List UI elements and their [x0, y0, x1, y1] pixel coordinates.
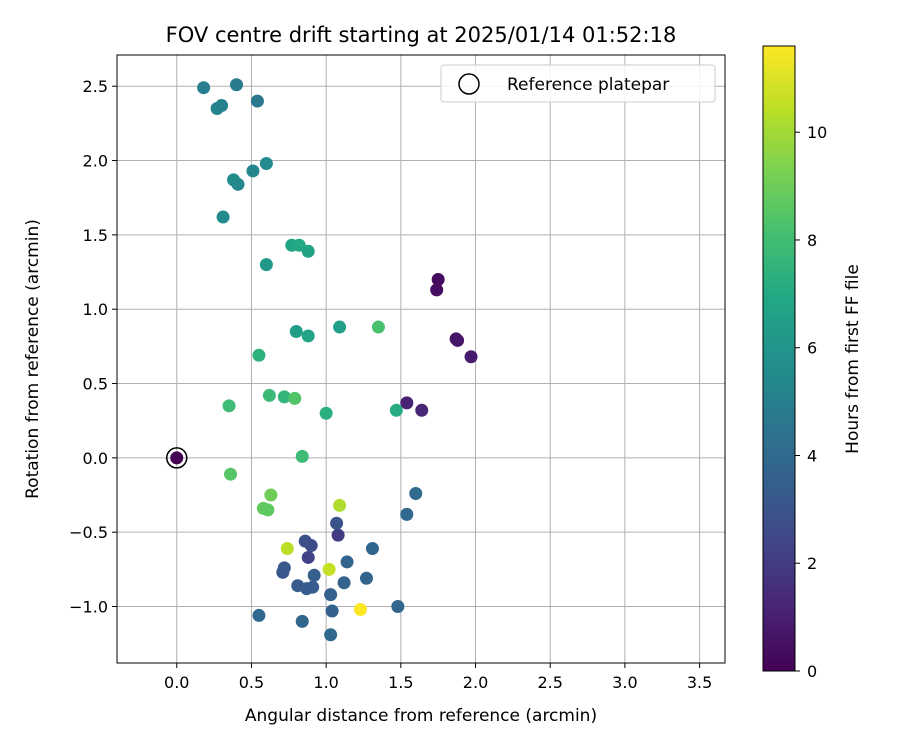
- y-tick-label: 2.5: [83, 77, 108, 96]
- data-point: [295, 449, 309, 463]
- data-point: [197, 81, 211, 95]
- data-point: [262, 388, 276, 402]
- data-point: [288, 391, 302, 405]
- data-point: [230, 78, 244, 92]
- data-point: [322, 562, 336, 576]
- data-point: [353, 602, 367, 616]
- data-point: [264, 488, 278, 502]
- x-tick-label: 2.5: [537, 673, 562, 692]
- legend-box: [440, 64, 716, 103]
- x-tick-label: 0.0: [164, 673, 189, 692]
- data-point: [301, 329, 315, 343]
- data-point: [301, 244, 315, 258]
- y-tick-label: 1.0: [83, 300, 108, 319]
- y-tick-label: −0.5: [69, 523, 108, 542]
- data-point: [210, 102, 224, 116]
- data-points: [166, 78, 478, 642]
- data-point: [216, 210, 230, 224]
- data-point: [333, 498, 347, 512]
- data-point: [415, 403, 429, 417]
- reference-marker: [166, 447, 188, 469]
- data-point: [301, 550, 315, 564]
- colorbar-tick-label: 4: [807, 446, 817, 465]
- data-point: [319, 406, 333, 420]
- x-tick-label: 1.0: [313, 673, 338, 692]
- data-point: [259, 258, 273, 272]
- data-point: [340, 555, 354, 569]
- x-tick-label: 3.5: [687, 673, 712, 692]
- data-point: [430, 283, 444, 297]
- y-axis-label: Rotation from reference (arcmin): [23, 219, 43, 499]
- data-point: [259, 157, 273, 171]
- colorbar: 0 2 4 6 8 10 Hours from first FF file: [762, 45, 863, 681]
- data-point: [400, 396, 414, 410]
- data-point: [337, 576, 351, 590]
- y-tick-label: 1.5: [83, 226, 108, 245]
- y-tick-label: 2.0: [83, 152, 108, 171]
- data-point: [280, 542, 294, 556]
- data-point: [231, 177, 245, 191]
- x-tick-label: 0.5: [239, 673, 264, 692]
- colorbar-tick-label: 2: [807, 554, 817, 573]
- x-tick-label: 3.0: [612, 673, 637, 692]
- data-point: [325, 604, 339, 618]
- data-point: [298, 534, 312, 548]
- legend-entry-reference: Reference platepar: [507, 75, 669, 95]
- data-point: [295, 614, 309, 628]
- data-point: [324, 588, 338, 602]
- data-point: [333, 320, 347, 334]
- colorbar-tick-label: 6: [807, 339, 817, 358]
- data-point: [431, 272, 445, 286]
- colorbar-ticks: 0 2 4 6 8 10: [795, 123, 827, 681]
- data-point: [246, 164, 260, 178]
- y-tick-label: 0.5: [83, 375, 108, 394]
- data-point: [409, 487, 423, 501]
- x-axis-ticks: 0.0 0.5 1.0 1.5 2.0 2.5 3.0 3.5: [164, 663, 712, 692]
- data-point: [250, 94, 264, 108]
- grid: [117, 55, 725, 663]
- data-point: [277, 561, 291, 575]
- data-point: [389, 403, 403, 417]
- x-tick-label: 1.5: [388, 673, 413, 692]
- data-point: [331, 528, 345, 542]
- data-point: [289, 324, 303, 338]
- data-point: [324, 628, 338, 642]
- data-point: [222, 399, 236, 413]
- data-point: [365, 542, 379, 556]
- data-point: [359, 571, 373, 585]
- colorbar-frame: [762, 45, 796, 672]
- data-point: [252, 608, 266, 622]
- data-point: [252, 348, 266, 362]
- x-axis-label: Angular distance from reference (arcmin): [245, 706, 597, 726]
- chart-title: FOV centre drift starting at 2025/01/14 …: [166, 23, 677, 47]
- data-point: [451, 333, 465, 347]
- data-point: [464, 350, 478, 364]
- legend-marker-icon: [458, 73, 480, 95]
- colorbar-tick-label: 10: [807, 123, 827, 142]
- colorbar-label: Hours from first FF file: [843, 264, 863, 454]
- data-point: [224, 467, 238, 481]
- y-tick-label: −1.0: [69, 598, 108, 617]
- data-point: [261, 503, 275, 517]
- data-point: [391, 600, 405, 614]
- colorbar-tick-label: 0: [807, 662, 817, 681]
- x-tick-label: 2.0: [463, 673, 488, 692]
- legend: Reference platepar: [440, 64, 716, 103]
- data-point: [330, 516, 344, 530]
- data-point: [400, 507, 414, 521]
- colorbar-gradient: [763, 46, 795, 671]
- data-point: [371, 320, 385, 334]
- plot-frame: [116, 54, 726, 664]
- data-point: [170, 451, 184, 465]
- data-point: [306, 580, 320, 594]
- data-point: [307, 568, 321, 582]
- y-tick-label: 0.0: [83, 449, 108, 468]
- y-axis-ticks: −1.0 −0.5 0.0 0.5 1.0 1.5 2.0 2.5: [69, 77, 117, 617]
- data-point: [277, 390, 291, 404]
- colorbar-tick-label: 8: [807, 231, 817, 250]
